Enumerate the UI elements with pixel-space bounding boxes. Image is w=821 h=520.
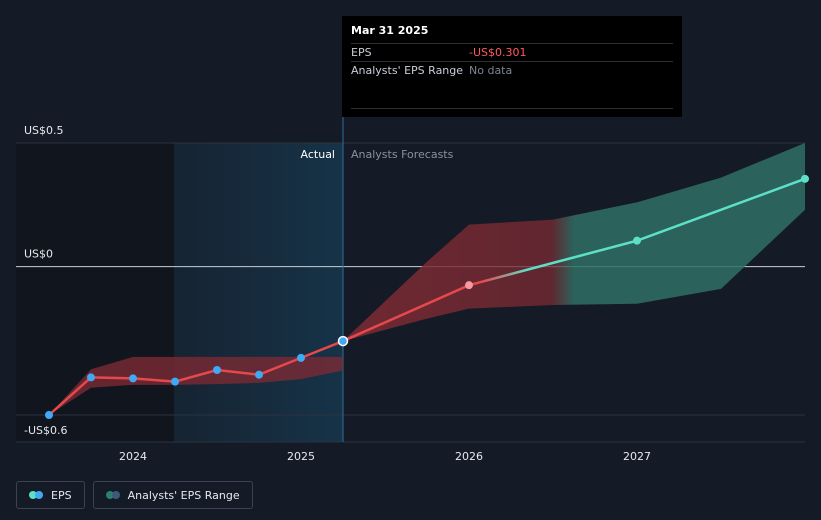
- eps-point: [213, 365, 221, 374]
- eps-point: [255, 370, 263, 379]
- swatch-dot-a: [105, 491, 114, 499]
- eps-forecast-point: [801, 174, 809, 183]
- eps-forecast-line: [342, 177, 806, 343]
- legend-item-eps-range[interactable]: Analysts' EPS Range: [92, 481, 253, 509]
- legend-range-label: Analysts' EPS Range: [127, 488, 240, 502]
- eps-point: [87, 373, 95, 382]
- tooltip-date: Mar 31 2025: [351, 24, 429, 37]
- eps-point: [45, 411, 53, 419]
- x-tick-label: 2027: [623, 450, 651, 463]
- tooltip-eps-label: EPS: [351, 46, 372, 59]
- eps-swatch-icon: [29, 491, 45, 499]
- tooltip: Mar 31 2025 EPS -US$0.301 Analysts' EPS …: [342, 16, 682, 117]
- x-tick-label: 2025: [287, 450, 315, 463]
- eps-actual-line: [48, 339, 344, 416]
- swatch-dot-b: [35, 491, 43, 499]
- y-tick-label: -US$0.6: [24, 424, 68, 437]
- x-tick-label: 2026: [455, 450, 483, 463]
- eps-range-band-forecast: [343, 143, 805, 342]
- range-swatch-icon: [105, 491, 122, 499]
- past-region: [16, 143, 174, 442]
- actual-label: Actual: [301, 148, 335, 161]
- tooltip-range-value: No data: [469, 64, 513, 77]
- legend: EPS Analysts' EPS Range: [16, 481, 253, 509]
- y-tick-label: US$0.5: [24, 124, 64, 137]
- y-tick-label: US$0: [24, 248, 53, 261]
- eps-point: [297, 353, 305, 362]
- forecast-label: Analysts Forecasts: [351, 148, 454, 161]
- legend-item-eps[interactable]: EPS: [16, 481, 85, 509]
- x-tick-label: 2024: [119, 450, 147, 463]
- eps-forecast-point: [465, 281, 473, 290]
- eps-forecast-point: [633, 236, 641, 245]
- tooltip-divider: [351, 108, 673, 109]
- eps-point: [171, 377, 179, 386]
- highlight-region: [174, 143, 343, 442]
- tooltip-eps-row: EPS -US$0.301: [351, 43, 673, 61]
- tooltip-range-label: Analysts' EPS Range: [351, 64, 464, 77]
- eps-point-highlighted: [337, 335, 349, 347]
- legend-eps-label: EPS: [51, 488, 72, 502]
- swatch-dot-a: [29, 491, 37, 499]
- swatch-dot-b: [111, 491, 120, 499]
- tooltip-eps-value: -US$0.301: [469, 46, 527, 59]
- eps-point: [129, 374, 137, 383]
- tooltip-range-row: Analysts' EPS Range No data: [351, 61, 673, 79]
